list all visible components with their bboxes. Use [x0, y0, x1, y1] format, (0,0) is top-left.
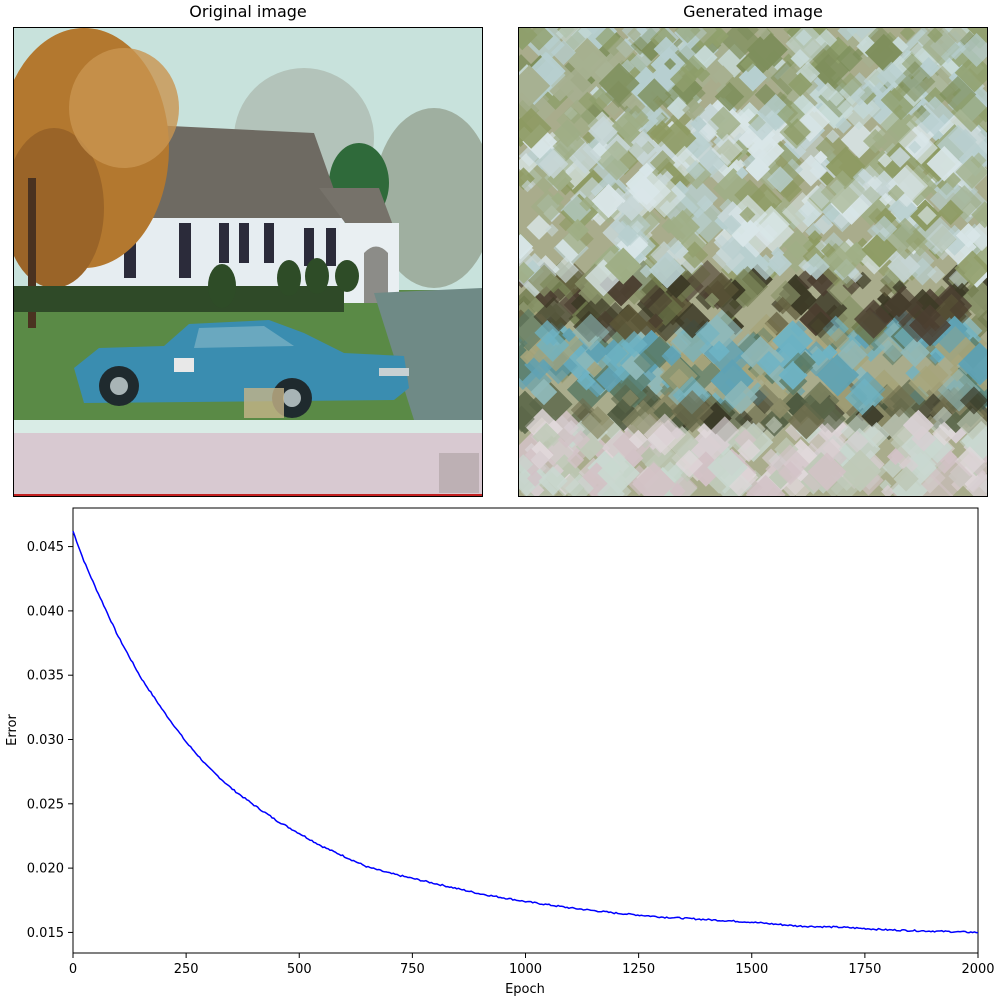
x-tick-label: 1000 — [509, 962, 542, 977]
y-tick-label: 0.030 — [27, 733, 64, 748]
x-axis: 0 250 500 750 1000 1250 1500 1750 2000 — [69, 953, 995, 977]
generated-mosaic — [519, 28, 987, 496]
y-axis-label: Error — [5, 714, 20, 746]
generated-image — [518, 27, 988, 497]
y-tick-label: 0.020 — [27, 862, 64, 877]
x-tick-label: 250 — [174, 962, 199, 977]
y-tick-label: 0.025 — [27, 797, 64, 812]
x-tick-label: 1750 — [848, 962, 881, 977]
x-tick-label: 1500 — [735, 962, 768, 977]
original-photo — [14, 28, 482, 496]
x-tick-label: 750 — [400, 962, 425, 977]
x-tick-label: 500 — [287, 962, 312, 977]
error-series-line — [72, 530, 978, 934]
x-tick-label: 0 — [69, 962, 77, 977]
x-axis-label: Epoch — [505, 982, 545, 997]
x-tick-label: 2000 — [961, 962, 994, 977]
x-tick-label: 1250 — [622, 962, 655, 977]
original-image — [13, 27, 483, 497]
plot-area — [72, 507, 979, 954]
y-tick-label: 0.035 — [27, 669, 64, 684]
generated-image-title: Generated image — [683, 2, 823, 21]
y-axis: 0.015 0.020 0.025 0.030 0.035 0.040 0.045 — [27, 540, 73, 941]
y-tick-label: 0.015 — [27, 926, 64, 941]
y-tick-label: 0.040 — [27, 604, 64, 619]
y-tick-label: 0.045 — [27, 540, 64, 555]
original-image-title: Original image — [189, 2, 307, 21]
